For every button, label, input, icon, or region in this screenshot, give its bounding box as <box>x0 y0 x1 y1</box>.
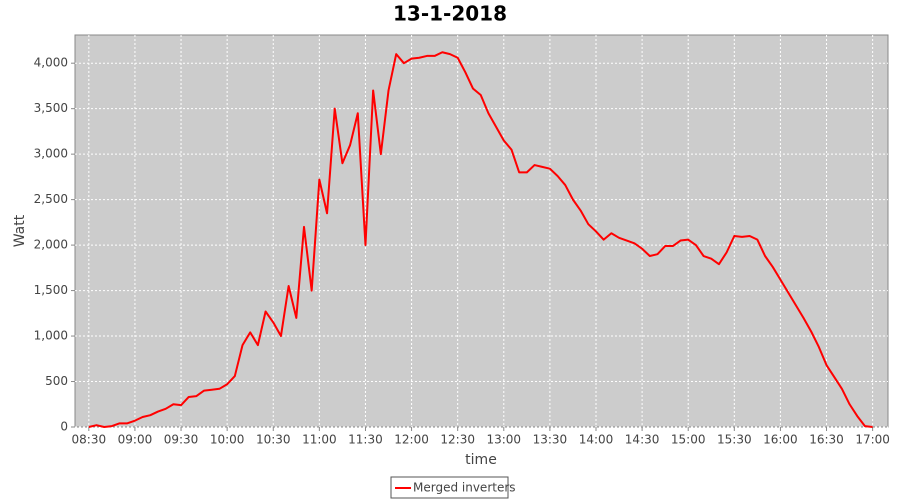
chart-title: 13-1-2018 <box>393 2 507 26</box>
y-tick-label: 1,000 <box>34 329 68 343</box>
x-tick-label: 11:30 <box>348 433 383 447</box>
y-tick-label: 4,000 <box>34 56 68 70</box>
x-tick-label: 15:00 <box>671 433 706 447</box>
plot-area <box>74 34 889 428</box>
x-tick-label: 12:30 <box>440 433 475 447</box>
x-tick-label: 16:00 <box>763 433 798 447</box>
x-tick-label: 08:30 <box>72 433 107 447</box>
y-tick-label: 3,000 <box>34 147 68 161</box>
x-tick-label: 09:00 <box>118 433 153 447</box>
y-tick-label: 1,500 <box>34 283 68 297</box>
x-tick-label: 10:00 <box>210 433 245 447</box>
x-tick-label: 09:30 <box>164 433 199 447</box>
x-tick-label: 11:00 <box>302 433 337 447</box>
legend-box <box>390 476 509 499</box>
x-tick-label: 15:30 <box>717 433 752 447</box>
x-tick-label: 17:00 <box>855 433 890 447</box>
x-tick-label: 14:30 <box>625 433 660 447</box>
data-line <box>88 51 873 428</box>
y-tick-label: 3,500 <box>34 101 68 115</box>
y-axis-label: Watt <box>12 214 28 247</box>
x-tick-label: 14:00 <box>579 433 614 447</box>
y-tick-label: 2,500 <box>34 192 68 206</box>
x-tick-label: 12:00 <box>394 433 429 447</box>
legend-label: Merged inverters <box>413 481 516 495</box>
x-axis-label: time <box>465 452 497 468</box>
x-tick-label: 10:30 <box>256 433 291 447</box>
x-tick-label: 16:30 <box>809 433 844 447</box>
x-tick-label: 13:00 <box>486 433 521 447</box>
y-tick-label: 2,000 <box>34 238 68 252</box>
x-tick-label: 13:30 <box>533 433 568 447</box>
y-tick-label: 500 <box>45 374 68 388</box>
y-tick-label: 0 <box>60 420 68 434</box>
